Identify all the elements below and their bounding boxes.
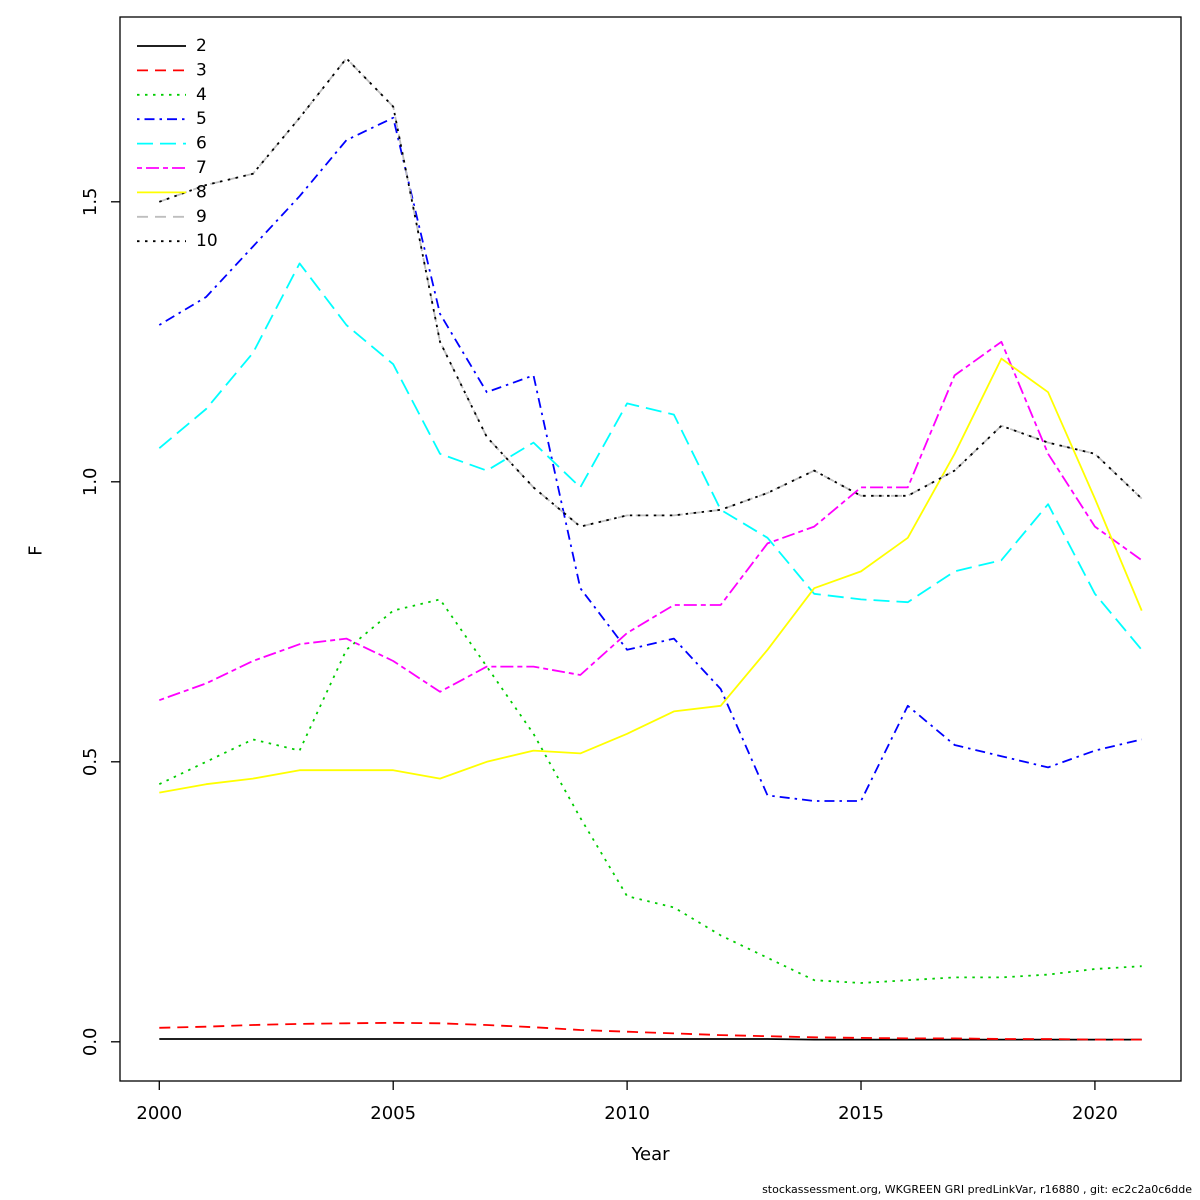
- y-axis-tick-label: 0.0: [80, 1027, 101, 1056]
- legend-label-age-7: 7: [196, 158, 207, 178]
- x-axis-tick-label: 2010: [604, 1103, 650, 1124]
- x-axis-tick-label: 2020: [1072, 1103, 1118, 1124]
- legend-label-age-3: 3: [196, 60, 207, 80]
- legend-label-age-10: 10: [196, 231, 218, 251]
- y-axis-tick-label: 1.0: [80, 467, 101, 496]
- y-axis-label: F: [25, 545, 47, 556]
- legend-label-age-5: 5: [196, 109, 207, 129]
- footer-attribution: stockassessment.org, WKGREEN GRI predLin…: [762, 1183, 1192, 1196]
- plot-border: [119, 16, 1182, 1082]
- y-axis-tick-label: 0.5: [80, 747, 101, 776]
- x-axis-tick-label: 2005: [370, 1103, 416, 1124]
- y-axis-tick-label: 1.5: [80, 187, 101, 216]
- series-line-age-4: [158, 598, 1142, 984]
- legend-label-age-8: 8: [196, 182, 207, 202]
- legend-label-age-2: 2: [196, 36, 207, 56]
- x-axis-tick-label: 2015: [838, 1103, 884, 1124]
- series-line-age-9: [158, 57, 1143, 528]
- series-line-age-3: [159, 1021, 1142, 1041]
- legend-label-age-4: 4: [196, 85, 207, 105]
- x-axis-tick-label: 2000: [136, 1103, 182, 1124]
- series-line-age-5: [158, 116, 1142, 802]
- series-line-age-8: [159, 357, 1143, 794]
- series-line-age-7: [158, 340, 1143, 702]
- series-line-age-6: [158, 262, 1143, 651]
- legend-label-age-9: 9: [196, 207, 207, 227]
- series-line-age-10: [158, 57, 1143, 528]
- legend-label-age-6: 6: [196, 134, 207, 154]
- x-axis-label: Year: [631, 1144, 670, 1165]
